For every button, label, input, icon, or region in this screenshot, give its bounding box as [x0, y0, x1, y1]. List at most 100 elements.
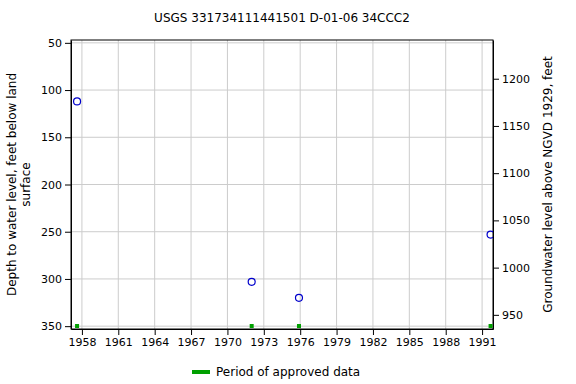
y-axis-title: Depth to water level, feet below landsur… — [5, 73, 33, 296]
tick-mark — [337, 329, 338, 335]
y2-axis: 950 1000 1050 1100 1150 1200 — [493, 41, 530, 330]
approved-mark — [297, 324, 301, 328]
tick-mark — [65, 185, 71, 186]
grid-line — [71, 184, 493, 185]
tick-mark — [446, 329, 447, 335]
tick-label: 1976 — [287, 336, 315, 349]
tick-label: 1982 — [359, 336, 387, 349]
tick-mark — [155, 329, 156, 335]
tick-mark — [65, 232, 71, 233]
tick-mark — [482, 329, 483, 335]
tick: 1967 — [178, 329, 206, 349]
tick: 50 — [48, 37, 71, 50]
tick-label: 150 — [41, 131, 62, 144]
tick: 200 — [41, 179, 71, 192]
tick: 1000 — [493, 262, 530, 275]
tick-label: 1970 — [214, 336, 242, 349]
tick-mark — [65, 279, 71, 280]
tick: 1970 — [214, 329, 242, 349]
tick-label: 1150 — [502, 120, 530, 133]
tick-mark — [300, 329, 301, 335]
y-axis-title-line: Depth to water level, feet below land — [5, 73, 19, 296]
tick: 1964 — [141, 329, 169, 349]
point — [248, 278, 255, 285]
chart: 1958 1961 1964 1967 1970 1973 1976 1979 1982 1985… — [0, 0, 576, 384]
tick-label: 100 — [41, 84, 62, 97]
plot-frame — [71, 40, 493, 329]
tick-label: 1100 — [502, 167, 530, 180]
tick: 1979 — [323, 329, 351, 349]
tick: 300 — [41, 273, 71, 286]
tick: 250 — [41, 226, 71, 239]
tick-label: 1988 — [432, 336, 460, 349]
tick: 100 — [41, 84, 71, 97]
x-axis: 1958 1961 1964 1967 1970 1973 1976 1979 1982 1985… — [68, 329, 496, 349]
tick-mark — [409, 329, 410, 335]
tick: 350 — [41, 320, 71, 333]
tick-label: 1979 — [323, 336, 351, 349]
tick-mark — [118, 329, 119, 335]
y-axis: 50 100 150 200 250 300 350 — [41, 37, 72, 333]
grid — [71, 40, 493, 329]
tick: 1985 — [396, 329, 424, 349]
tick-label: 1991 — [469, 336, 497, 349]
tick-mark — [65, 90, 71, 91]
tick-label: 1958 — [68, 336, 96, 349]
tick-label: 1967 — [178, 336, 206, 349]
point — [295, 294, 302, 301]
tick: 1958 — [68, 329, 96, 349]
tick-label: 350 — [41, 320, 62, 333]
tick-label: 200 — [41, 179, 62, 192]
grid-line — [71, 326, 493, 327]
tick: 1200 — [493, 73, 530, 86]
approved-mark — [489, 324, 493, 328]
plot-area — [74, 98, 493, 328]
tick-label: 50 — [48, 37, 62, 50]
tick-mark — [264, 329, 265, 335]
tick-label: 1050 — [502, 214, 530, 227]
legend: Period of approved data — [192, 365, 360, 379]
tick: 1976 — [287, 329, 315, 349]
tick-mark — [191, 329, 192, 335]
tick-label: 1200 — [502, 73, 530, 86]
tick: 1050 — [493, 214, 530, 227]
tick-mark — [227, 329, 228, 335]
grid-line — [71, 231, 493, 232]
title: USGS 331734111441501 D-01-06 34CCC2 — [154, 11, 410, 25]
tick-mark — [65, 137, 71, 138]
approved-mark — [75, 324, 79, 328]
legend-label: Period of approved data — [216, 365, 360, 379]
tick: 1988 — [432, 329, 460, 349]
tick: 1961 — [105, 329, 133, 349]
y-axis-title-line: surface — [19, 162, 33, 206]
tick-label: 1964 — [141, 336, 169, 349]
tick-mark — [493, 220, 499, 221]
tick: 150 — [41, 131, 71, 144]
tick: 1973 — [250, 329, 278, 349]
grid-line — [71, 278, 493, 279]
grid-line — [71, 137, 493, 138]
tick-mark — [65, 43, 71, 44]
tick-mark — [82, 329, 83, 335]
tick: 1100 — [493, 167, 530, 180]
tick-mark — [493, 126, 499, 127]
tick-label: 1000 — [502, 262, 530, 275]
tick-mark — [493, 173, 499, 174]
tick-mark — [493, 268, 499, 269]
y2-axis-title: Groundwater level above NGVD 1929, feet — [541, 56, 555, 313]
tick-label: 950 — [502, 309, 523, 322]
tick-label: 1961 — [105, 336, 133, 349]
legend-swatch — [192, 370, 210, 374]
tick-mark — [65, 326, 71, 327]
tick: 1991 — [469, 329, 497, 349]
tick-label: 1973 — [250, 336, 278, 349]
tick-label: 300 — [41, 273, 62, 286]
tick: 950 — [493, 309, 523, 322]
tick-label: 250 — [41, 226, 62, 239]
tick-mark — [493, 315, 499, 316]
tick-label: 1985 — [396, 336, 424, 349]
approved-mark — [250, 324, 254, 328]
grid-line — [71, 42, 493, 43]
point — [487, 231, 493, 238]
point — [74, 98, 81, 105]
